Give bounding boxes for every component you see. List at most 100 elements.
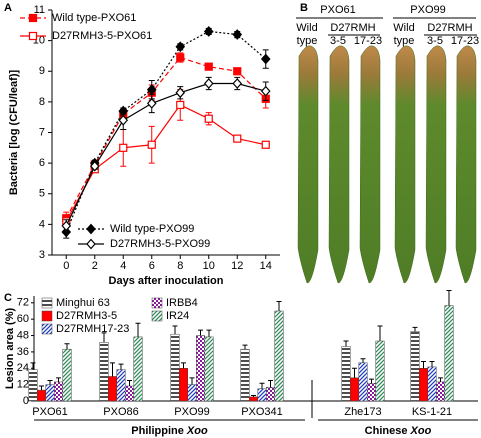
bar <box>108 376 117 402</box>
col-label: Wild <box>296 22 317 34</box>
bar <box>249 396 258 402</box>
legend-marker <box>86 238 96 250</box>
error-bar <box>127 380 132 386</box>
y-tick-label: 24 <box>17 362 29 374</box>
bar <box>274 310 284 402</box>
leaf <box>394 45 416 284</box>
marker <box>261 140 270 149</box>
x-tick-label: Zhe173 <box>344 406 381 418</box>
marker <box>260 85 271 97</box>
y-axis-label: Lesion area (%) <box>4 308 16 390</box>
error-bar <box>412 326 418 332</box>
panel-label: C <box>4 292 12 304</box>
error-bar <box>110 362 115 377</box>
bar <box>257 388 267 402</box>
bar <box>375 340 385 402</box>
x-tick-label: 8 <box>177 260 183 272</box>
bar <box>125 385 134 402</box>
error-bar <box>242 344 248 350</box>
legend-swatch <box>41 323 53 335</box>
marker <box>175 41 186 53</box>
bar <box>358 362 368 402</box>
y-tick-label: 6 <box>39 157 45 169</box>
x-tick-label: 6 <box>149 260 155 272</box>
legend-swatch <box>151 297 163 309</box>
error-bar <box>276 300 282 311</box>
error-bar <box>429 360 435 367</box>
y-tick-label: 48 <box>17 329 29 341</box>
error-bar <box>352 367 357 378</box>
marker <box>61 220 72 232</box>
col-label: 17-23 <box>451 35 479 47</box>
bar <box>45 384 55 402</box>
error-bar <box>101 332 107 343</box>
bar <box>266 387 275 402</box>
marker <box>176 53 185 62</box>
col-label: D27RMH <box>427 22 472 34</box>
marker <box>260 53 271 65</box>
bar <box>187 384 197 402</box>
group-label: Chinese Xoo <box>365 425 432 437</box>
x-tick-label: 10 <box>203 260 215 272</box>
leaf <box>455 45 477 284</box>
error-bar <box>189 377 195 385</box>
legend-label: IR24 <box>166 310 189 322</box>
y-tick-label: 11 <box>34 4 45 16</box>
marker <box>118 114 129 126</box>
bar <box>419 368 428 402</box>
x-tick-label: PXO341 <box>241 406 283 418</box>
marker <box>203 26 214 37</box>
panel-label: B <box>300 2 308 14</box>
marker <box>203 78 214 89</box>
bar <box>54 381 63 402</box>
y-tick-label: 12 <box>17 379 29 391</box>
marker <box>176 100 185 110</box>
series-line <box>65 56 267 219</box>
marker <box>147 140 156 149</box>
group-label-italic: Xoo <box>186 425 208 437</box>
error-bar <box>421 360 426 369</box>
error-bar <box>198 329 203 336</box>
error-bar <box>251 395 256 397</box>
x-tick-label: KS-1-21 <box>412 406 452 418</box>
legend-label: Wild type-PXO99 <box>110 223 194 235</box>
error-bar <box>360 358 366 363</box>
series-line <box>65 30 267 233</box>
bar <box>436 381 445 402</box>
strain-label: PXO61 <box>320 4 355 16</box>
col-label: type <box>394 35 415 47</box>
error-bar <box>206 329 212 337</box>
marker <box>119 143 128 152</box>
strain-label: PXO99 <box>410 4 445 16</box>
col-label: Wild <box>393 22 414 34</box>
x-tick-label: PXO61 <box>32 406 67 418</box>
y-tick-label: 9 <box>39 65 45 77</box>
bar <box>410 331 420 402</box>
legend-swatch <box>41 310 53 322</box>
leaf <box>328 45 350 284</box>
bar <box>350 377 359 402</box>
x-tick-label: 12 <box>231 260 243 272</box>
bar <box>367 383 376 402</box>
error-bar <box>47 380 53 385</box>
error-bar <box>135 322 141 337</box>
leaf <box>297 45 319 284</box>
leaf <box>359 45 381 284</box>
panel-label: A <box>4 2 12 14</box>
col-label: 3-5 <box>330 35 346 47</box>
series-line <box>65 82 266 227</box>
legend-label: D27RMH3-5 <box>56 310 117 322</box>
error-bar <box>377 325 383 341</box>
x-tick-label: 4 <box>120 260 126 272</box>
y-tick-label: 7 <box>39 126 45 138</box>
col-label: 3-5 <box>427 35 443 47</box>
marker <box>233 134 242 143</box>
legend-label: D27RMH3-5-PXO99 <box>110 238 210 250</box>
legend-label: Wild type-PXO61 <box>52 12 136 24</box>
y-axis-label: Bacteria [log (CFU/leaf)] <box>8 70 20 196</box>
legend-marker <box>86 223 96 235</box>
x-tick-label: 14 <box>260 260 272 272</box>
marker <box>232 78 243 89</box>
legend-swatch <box>41 297 53 309</box>
